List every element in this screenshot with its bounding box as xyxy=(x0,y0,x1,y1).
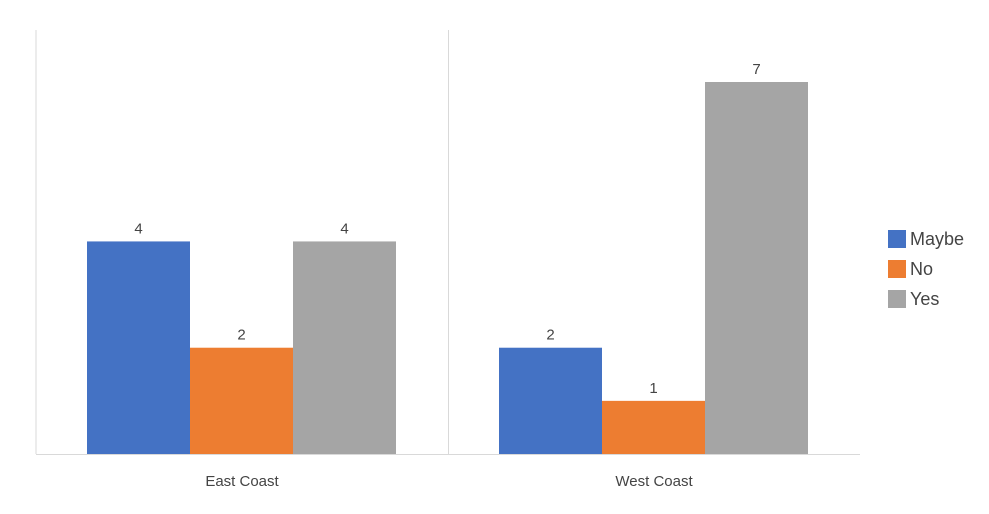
bar-no-east-coast xyxy=(190,347,293,454)
legend: Maybe No Yes xyxy=(888,224,986,314)
bar-no-west-coast xyxy=(602,400,705,454)
data-label-yes-west-coast: 7 xyxy=(752,61,760,78)
bar-maybe-west-coast xyxy=(499,347,602,454)
legend-swatch xyxy=(888,290,906,308)
data-label-maybe-east-coast: 4 xyxy=(134,220,142,237)
bar-maybe-east-coast xyxy=(87,241,190,454)
legend-item-no: No xyxy=(888,254,986,284)
legend-label: No xyxy=(910,258,934,279)
legend-label: Yes xyxy=(910,288,940,309)
data-label-maybe-west-coast: 2 xyxy=(546,327,554,344)
x-tick-label: East Coast xyxy=(205,473,279,490)
legend-label: Maybe xyxy=(910,228,965,249)
data-label-no-west-coast: 1 xyxy=(649,380,657,397)
legend-item-maybe: Maybe xyxy=(888,224,986,254)
plot-frame xyxy=(35,30,860,455)
x-tick-label: West Coast xyxy=(615,473,693,490)
bar-yes-west-coast xyxy=(705,82,808,454)
x-tick-label-group: East Coast West Coast xyxy=(205,473,693,490)
data-label-no-east-coast: 2 xyxy=(237,327,245,344)
legend-swatch xyxy=(888,260,906,278)
data-label-group: 4 2 4 2 1 7 xyxy=(134,61,760,397)
bar-group xyxy=(87,82,808,454)
bar-yes-east-coast xyxy=(293,241,396,454)
data-label-yes-east-coast: 4 xyxy=(340,220,348,237)
legend-item-yes: Yes xyxy=(888,284,986,314)
legend-swatch xyxy=(888,230,906,248)
